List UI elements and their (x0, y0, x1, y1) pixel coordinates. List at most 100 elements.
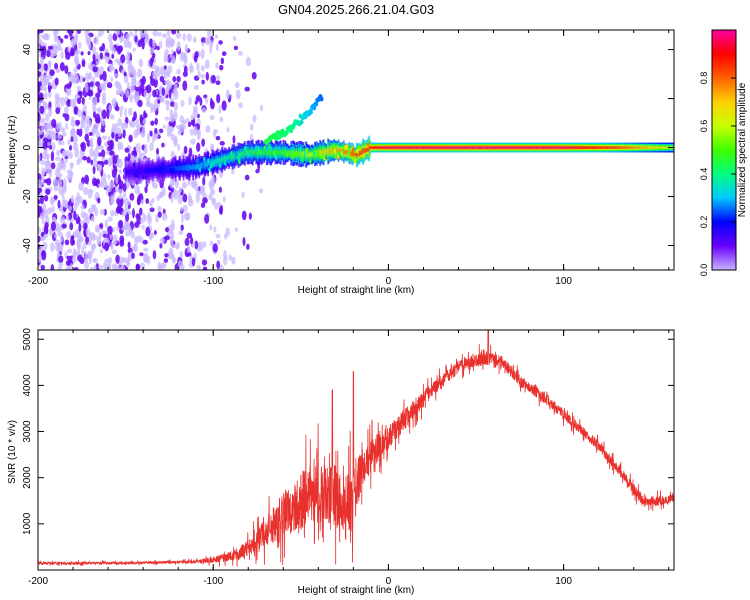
noise-speck (189, 128, 194, 136)
noise-speck (159, 97, 165, 103)
noise-speck (216, 260, 221, 270)
noise-speck (139, 252, 144, 257)
noise-speck (87, 241, 92, 246)
snr-xtick-label: -100 (203, 576, 223, 587)
noise-speck (49, 69, 55, 76)
noise-speck (107, 173, 111, 180)
noise-speck (149, 102, 154, 114)
noise-speck (52, 129, 56, 138)
noise-speck (58, 207, 63, 212)
spectrogram-ylabel: Frequency (Hz) (7, 116, 18, 185)
noise-speck (140, 199, 145, 205)
noise-speck (194, 51, 199, 59)
noise-speck (81, 114, 86, 123)
spectrogram-ytick-label: 40 (22, 44, 33, 56)
snr-ytick-label: 4000 (22, 374, 33, 397)
noise-speck (192, 36, 197, 43)
noise-speck (117, 117, 122, 127)
noise-speck (204, 59, 210, 69)
noise-speck (73, 142, 79, 152)
noise-speck (136, 68, 143, 78)
noise-speck (195, 95, 201, 102)
noise-speck (114, 73, 119, 78)
noise-speck (38, 226, 42, 234)
noise-speck (51, 205, 55, 213)
noise-speck (139, 236, 144, 244)
noise-speck (196, 134, 201, 140)
noise-speck (138, 150, 142, 161)
noise-speck (93, 124, 99, 132)
noise-speck (159, 75, 165, 83)
noise-speck (168, 89, 172, 99)
noise-speck (150, 120, 155, 126)
noise-speck (176, 75, 181, 83)
noise-speck (189, 236, 194, 245)
noise-speck (166, 132, 173, 137)
noise-speck (87, 250, 92, 259)
noise-speck (98, 152, 102, 157)
spectrogram-xtick-label: -100 (203, 276, 223, 287)
noise-speck (78, 41, 82, 49)
noise-speck (60, 96, 66, 107)
noise-speck (71, 255, 77, 264)
noise-speck (54, 233, 58, 239)
noise-speck (104, 242, 110, 252)
noise-speck (70, 47, 75, 55)
noise-speck (204, 214, 210, 224)
noise-speck (200, 48, 205, 60)
noise-speck (130, 82, 135, 93)
noise-speck (182, 80, 188, 91)
noise-speck (219, 64, 224, 71)
noise-speck (48, 144, 53, 150)
noise-speck (38, 84, 41, 94)
noise-speck (137, 99, 143, 108)
noise-speck (66, 30, 72, 34)
noise-speck (238, 51, 243, 56)
noise-speck (39, 105, 45, 115)
noise-speck (130, 120, 137, 128)
noise-speck (94, 224, 101, 233)
noise-speck (160, 236, 165, 245)
noise-speck (218, 206, 223, 215)
noise-speck (89, 266, 94, 270)
noise-speck (50, 130, 54, 141)
noise-speck (63, 106, 69, 114)
noise-speck (170, 223, 175, 231)
noise-speck (244, 174, 250, 181)
noise-speck (143, 247, 149, 252)
noise-speck (165, 102, 170, 111)
noise-speck (202, 266, 208, 270)
noise-speck (172, 76, 177, 83)
spectrogram-xtick-label: 0 (386, 276, 392, 287)
colorbar-tick-label: 0.8 (699, 72, 709, 85)
noise-speck (161, 262, 167, 269)
noise-speck (177, 194, 183, 205)
noise-speck (210, 97, 213, 106)
snr-ytick-label: 1000 (22, 512, 33, 535)
noise-speck (164, 227, 170, 233)
noise-speck (255, 168, 260, 174)
snr-xtick-label: 0 (386, 576, 392, 587)
noise-speck (108, 63, 113, 73)
snr-plot: -200 -100 0 100 1000 2000 3000 4000 5000 Height … (7, 328, 675, 596)
noise-speck (118, 168, 122, 175)
noise-speck (40, 169, 45, 178)
noise-speck (235, 89, 241, 100)
spectrogram-ytick-label: -40 (22, 238, 33, 253)
noise-speck (125, 55, 130, 62)
spectrogram-ytick-label: 0 (22, 144, 33, 150)
snr-ytick-label: 3000 (22, 420, 33, 443)
noise-speck (193, 84, 199, 90)
noise-speck (74, 203, 78, 211)
noise-speck (149, 47, 155, 55)
noise-speck (99, 248, 103, 254)
noise-speck (180, 224, 184, 231)
noise-speck (83, 212, 89, 222)
noise-speck (138, 207, 143, 216)
noise-speck (127, 211, 132, 216)
noise-speck (73, 267, 79, 270)
noise-speck (65, 230, 72, 239)
noise-speck (66, 248, 72, 254)
noise-speck (118, 219, 124, 229)
